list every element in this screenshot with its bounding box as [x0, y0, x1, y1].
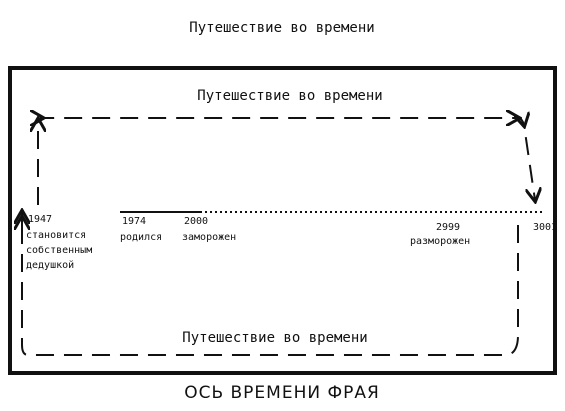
- event-year: 3001: [533, 222, 557, 233]
- event-year: 2999: [436, 222, 460, 233]
- event-year: 2000: [184, 216, 208, 227]
- event-label: родился: [120, 232, 162, 243]
- title: Путешествие во времени: [189, 20, 374, 36]
- event-year: 1947: [28, 214, 52, 225]
- loop-label-top: Путешествие во времени: [197, 88, 382, 104]
- arrow-top: [38, 118, 535, 205]
- event-year: 1974: [122, 216, 146, 227]
- frame: [8, 66, 557, 375]
- caption: ОСЬ ВРЕМЕНИ ФРАЯ: [184, 383, 380, 403]
- event-label: заморожен: [182, 232, 236, 243]
- event-label: становится собственным дедушкой: [26, 230, 92, 271]
- loop-label-bottom: Путешествие во времени: [182, 330, 367, 346]
- event-label: разморожен: [410, 236, 470, 247]
- arrow-bottom: [22, 218, 519, 356]
